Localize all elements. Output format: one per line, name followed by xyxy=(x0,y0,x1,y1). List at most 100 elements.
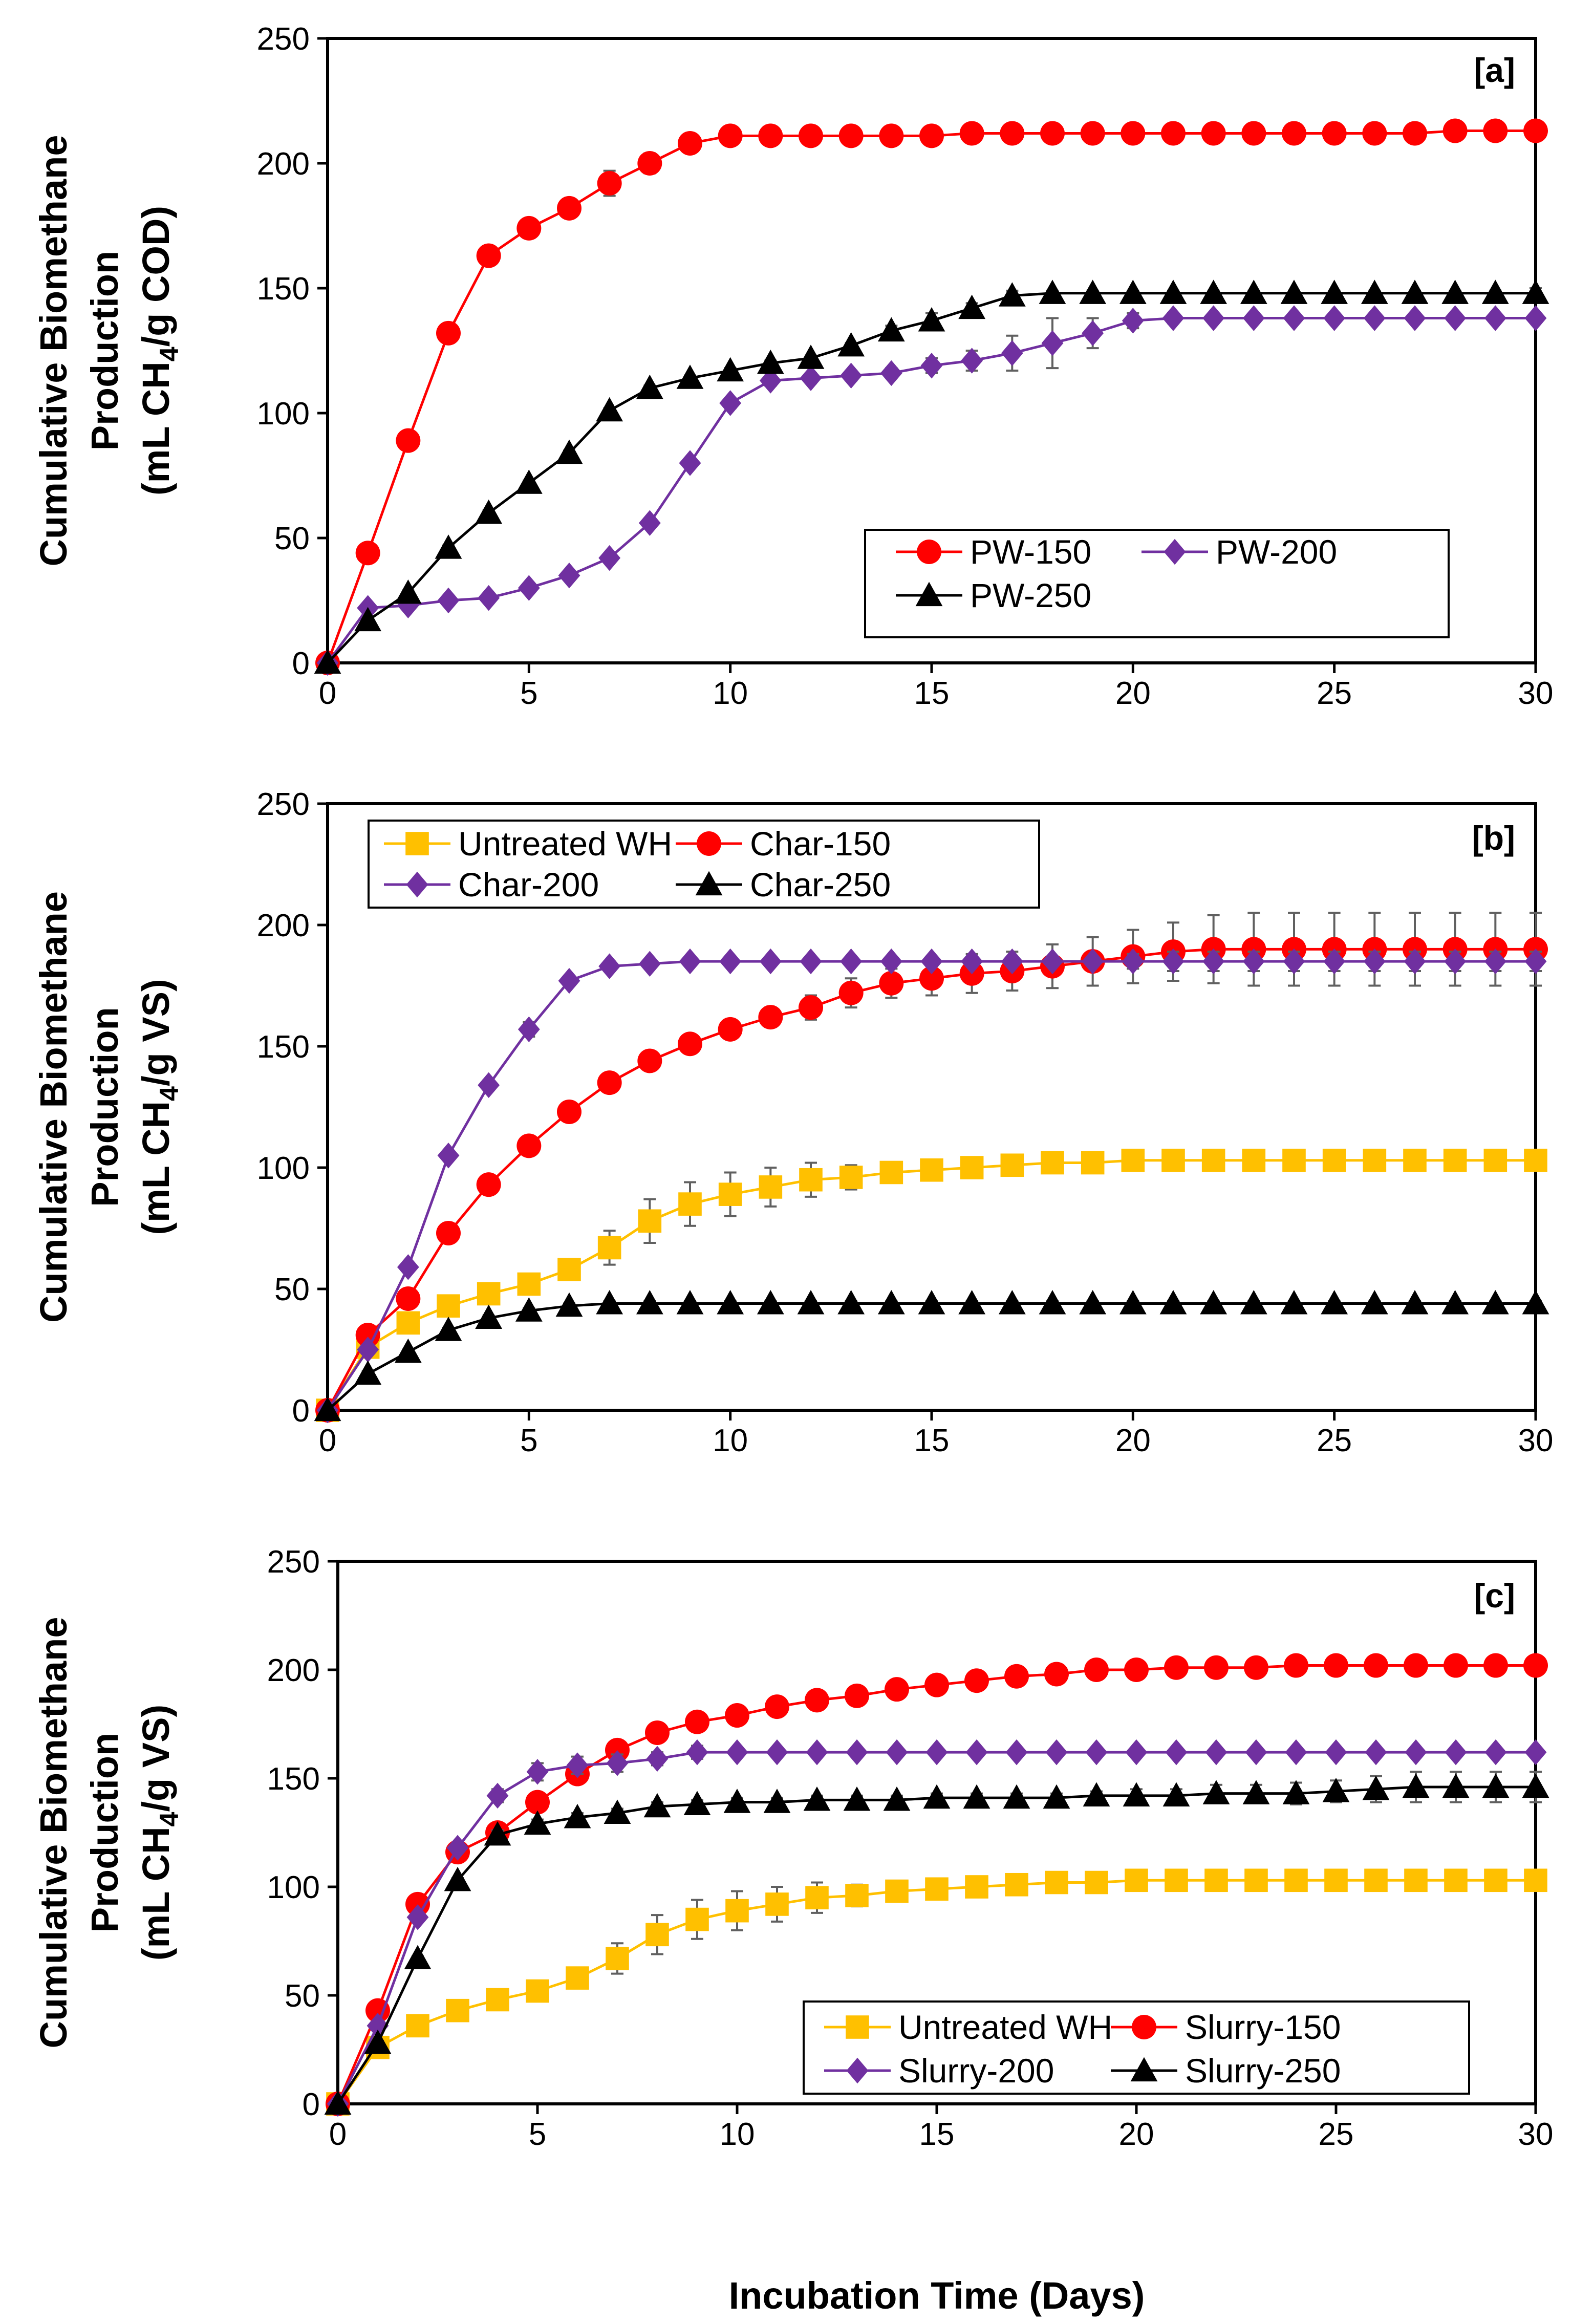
legend-label: Slurry-200 xyxy=(898,2052,1054,2090)
data-point xyxy=(965,1875,988,1899)
data-point xyxy=(1242,305,1265,331)
data-point xyxy=(1282,1780,1310,1804)
legend-marker xyxy=(1132,2015,1156,2039)
data-point xyxy=(1122,948,1144,975)
data-point xyxy=(1044,1662,1069,1687)
legend-entry: Char-250 xyxy=(676,866,891,903)
data-point xyxy=(1201,1148,1225,1172)
panel-label: [c] xyxy=(1474,1577,1515,1615)
data-point xyxy=(486,1782,509,1809)
data-point xyxy=(1402,1773,1430,1798)
data-point xyxy=(1004,1664,1029,1689)
data-point xyxy=(1043,1784,1070,1809)
data-point xyxy=(1204,1868,1228,1892)
y-tick-label: 250 xyxy=(257,787,310,822)
data-point xyxy=(645,1720,670,1745)
data-point xyxy=(1041,1151,1064,1175)
data-point xyxy=(1362,1775,1390,1800)
data-point xyxy=(1444,948,1467,975)
legend-entry: Untreated WH xyxy=(384,825,672,863)
data-point xyxy=(1201,121,1226,146)
series-line xyxy=(326,1159,1536,1411)
data-point xyxy=(637,151,662,176)
y-tick-label: 50 xyxy=(274,521,310,556)
legend: Untreated WH Slurry-150 Slurry-200 Slurry-2… xyxy=(803,2000,1470,2095)
data-point xyxy=(1085,1870,1108,1895)
data-point xyxy=(1000,1153,1024,1177)
series-line xyxy=(327,1302,1536,1411)
data-point xyxy=(1039,279,1066,304)
data-point xyxy=(686,1739,708,1766)
data-point xyxy=(845,1884,869,1907)
data-point xyxy=(354,1360,382,1385)
data-point xyxy=(725,1899,749,1923)
data-point xyxy=(718,1182,742,1206)
data-point xyxy=(526,1979,549,2003)
data-point xyxy=(1000,121,1025,146)
y-axis-label-line-2: Production xyxy=(83,251,126,451)
data-point xyxy=(477,1282,501,1306)
data-point xyxy=(518,575,540,601)
data-point xyxy=(1282,1148,1306,1172)
data-point xyxy=(437,587,460,614)
y-axis-label-line-3: (mL CH xyxy=(135,1101,177,1235)
data-point xyxy=(877,1290,905,1315)
series-untreated-wh xyxy=(316,1148,1547,1422)
data-point xyxy=(518,1016,540,1043)
data-point xyxy=(517,1272,541,1296)
data-point xyxy=(394,579,422,604)
y-tick-label: 100 xyxy=(267,1870,320,1905)
data-point xyxy=(646,1746,669,1772)
data-point xyxy=(598,953,621,979)
data-point xyxy=(557,1258,581,1281)
data-point xyxy=(676,364,704,389)
data-point xyxy=(1200,279,1227,304)
data-point xyxy=(437,1294,460,1318)
data-point xyxy=(964,1668,989,1693)
x-tick-label: 15 xyxy=(914,1423,950,1458)
data-point xyxy=(475,1304,503,1329)
x-tick-label: 20 xyxy=(1115,1423,1151,1458)
legend-marker xyxy=(406,871,428,898)
y-tick-label: 100 xyxy=(257,396,310,432)
data-point xyxy=(1161,121,1186,146)
data-point xyxy=(1361,1290,1388,1315)
data-point xyxy=(925,1739,948,1766)
x-tick-label: 5 xyxy=(520,1423,537,1458)
series-pw-150 xyxy=(315,118,1548,675)
series-line xyxy=(326,960,1536,1411)
data-point xyxy=(446,1835,469,1861)
data-point xyxy=(1241,121,1266,146)
legend-marker xyxy=(915,582,943,607)
data-point xyxy=(1202,948,1225,975)
data-point xyxy=(806,1739,828,1766)
data-point xyxy=(1085,1739,1108,1766)
data-point xyxy=(1363,1148,1387,1172)
data-point xyxy=(757,1290,784,1315)
x-tick-label: 5 xyxy=(520,676,537,711)
data-point xyxy=(959,121,984,146)
data-point xyxy=(435,1317,462,1341)
legend-entry: Slurry-150 xyxy=(1111,2008,1341,2046)
data-point xyxy=(1162,305,1184,331)
data-point xyxy=(555,1292,583,1317)
data-point xyxy=(354,607,382,632)
data-point xyxy=(758,123,783,148)
data-point xyxy=(879,971,904,996)
y-axis-label: Cumulative Biomethane Production (mL CH4/g… xyxy=(32,891,184,1323)
y-tick-label: 250 xyxy=(257,21,310,57)
data-point xyxy=(515,1297,543,1322)
data-point xyxy=(1401,279,1429,304)
data-point xyxy=(558,563,580,589)
x-tick-label: 15 xyxy=(914,676,950,711)
data-point xyxy=(719,390,742,416)
y-axis-label-subscript: 4 xyxy=(155,347,184,361)
data-point xyxy=(1322,121,1347,146)
data-point xyxy=(1404,1868,1428,1892)
x-tick-label: 30 xyxy=(1518,2117,1554,2152)
data-point xyxy=(1121,1148,1145,1172)
data-point xyxy=(1161,1148,1185,1172)
data-point xyxy=(476,1172,501,1197)
data-point xyxy=(1523,118,1548,143)
